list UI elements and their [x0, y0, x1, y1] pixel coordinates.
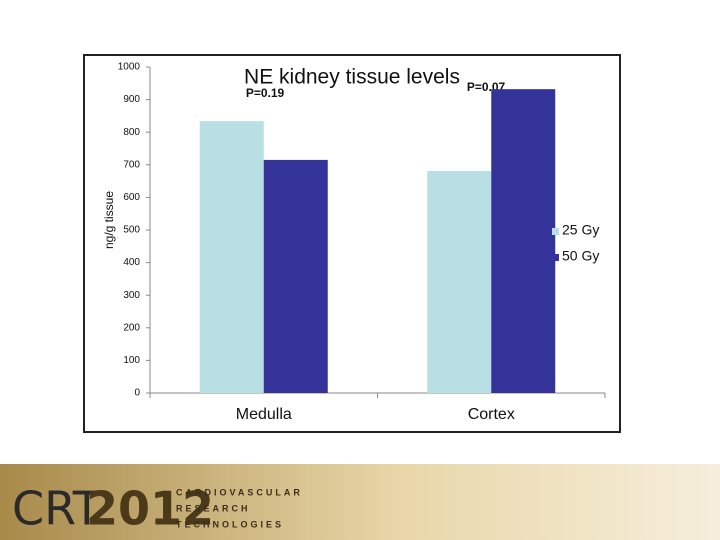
logo-line: TECHNOLOGIES: [176, 519, 284, 529]
y-tick-label: 800: [123, 127, 140, 138]
logo-year: 2012: [86, 482, 214, 536]
bar: [491, 89, 556, 393]
x-tick-label: Medulla: [236, 406, 292, 423]
logo-line: RESEARCH: [176, 503, 251, 513]
y-tick-label: 600: [123, 192, 140, 203]
y-tick-label: 200: [123, 322, 140, 333]
annotation: P=0.19: [246, 86, 285, 100]
bar: [199, 121, 264, 393]
footer-banner: [0, 464, 720, 540]
y-axis-label: ng/g tissue: [102, 191, 116, 249]
bar: [427, 170, 492, 393]
y-tick-label: 0: [134, 388, 140, 399]
y-tick-label: 100: [123, 355, 140, 366]
x-tick-label: Cortex: [468, 406, 515, 423]
y-tick-label: 700: [123, 159, 140, 170]
y-tick-label: 300: [123, 290, 140, 301]
y-tick-label: 500: [123, 225, 140, 236]
legend-swatch: [552, 228, 559, 235]
bar: [263, 159, 328, 393]
legend-swatch: [552, 254, 559, 261]
chart-title: NE kidney tissue levels: [244, 66, 460, 89]
legend-label: 50 Gy: [562, 248, 599, 264]
y-tick-label: 900: [123, 94, 140, 105]
logo-crt: CRT: [12, 482, 102, 536]
logo-line: CARDIOVASCULAR: [176, 487, 303, 497]
y-tick-label: 1000: [118, 62, 141, 73]
legend-label: 25 Gy: [562, 222, 599, 238]
y-tick-label: 400: [123, 257, 140, 268]
